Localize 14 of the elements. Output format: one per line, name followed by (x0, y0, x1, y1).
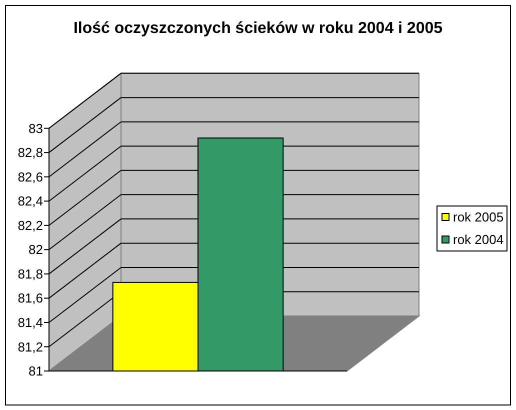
y-tick-label: 81,6 (18, 290, 43, 306)
y-tick-label: 82,2 (18, 218, 43, 233)
y-tick-label: 82,8 (18, 145, 43, 160)
y-tick-label: 81,4 (18, 315, 43, 330)
chart-title: Ilość oczyszczonych ścieków w roku 2004 i 2005 (73, 20, 443, 37)
y-tick-label: 82,6 (18, 169, 43, 184)
legend-label: rok 2005 (453, 210, 504, 225)
y-tick-label: 83 (28, 120, 43, 136)
y-tick-label: 82,4 (18, 194, 43, 209)
legend-label: rok 2004 (453, 232, 504, 248)
y-tick-label: 82 (28, 242, 43, 258)
y-tick-label: 81,8 (18, 266, 43, 282)
y-tick-label: 81 (28, 364, 43, 379)
y-tick-label: 81,2 (18, 339, 43, 354)
